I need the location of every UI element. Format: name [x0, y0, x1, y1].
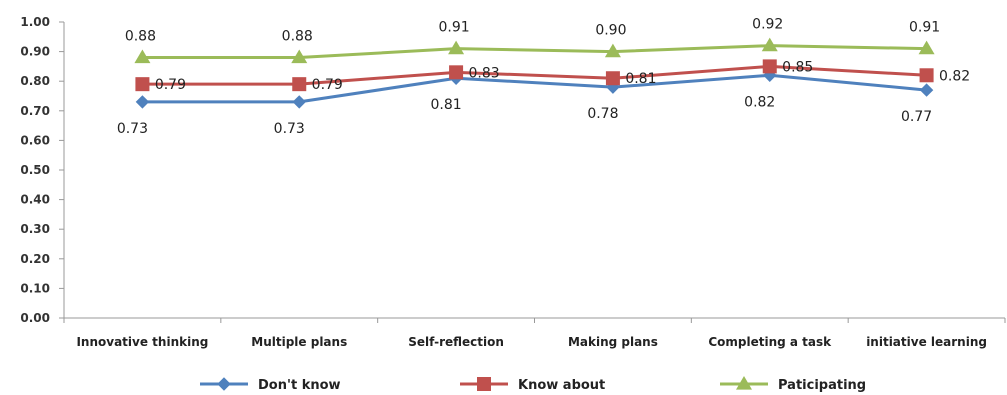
series-line-1 — [142, 64, 927, 86]
series-lines — [134, 37, 935, 109]
data-label: 0.92 — [752, 17, 783, 33]
data-label: 0.78 — [587, 106, 618, 122]
y-tick-label: 0.80 — [20, 74, 50, 88]
data-label: 0.90 — [595, 23, 626, 39]
y-tick-label: 0.40 — [20, 193, 50, 207]
y-tick-label: 0.70 — [20, 104, 50, 118]
data-labels: 0.73 0.73 0.81 0.78 0.82 0.77 0.79 0.79 0.83 0.81… — [117, 17, 970, 137]
y-tick-label: 0.60 — [20, 133, 50, 147]
data-label: 0.88 — [282, 29, 313, 45]
data-label: 0.73 — [274, 121, 305, 137]
legend-marker — [477, 377, 491, 391]
data-label: 0.85 — [782, 59, 813, 75]
data-label: 0.91 — [909, 20, 940, 36]
axes: 0.00 0.10 0.20 0.30 0.40 0.50 0.60 0.70 0.80 0.90… — [20, 15, 1006, 349]
data-point — [134, 49, 151, 64]
data-point — [135, 77, 150, 92]
data-label: 0.82 — [744, 94, 775, 110]
legend: Don't know Know about Paticipating — [200, 376, 866, 393]
data-point — [762, 59, 777, 74]
data-point — [919, 68, 934, 83]
x-tick-label: initiative learning — [866, 335, 987, 349]
data-label: 0.88 — [125, 29, 156, 45]
legend-label: Paticipating — [778, 378, 866, 393]
y-tick-label: 0.00 — [20, 311, 50, 325]
data-point — [291, 49, 308, 64]
data-point — [918, 40, 935, 55]
legend-label: Know about — [518, 378, 605, 393]
x-tick-label: Innovative thinking — [76, 335, 208, 349]
data-point — [605, 71, 620, 86]
data-point — [292, 77, 307, 92]
data-point — [449, 65, 464, 80]
y-tick-label: 0.50 — [20, 163, 50, 177]
x-tick-label: Completing a task — [708, 335, 832, 349]
y-tick-label: 0.10 — [20, 281, 50, 295]
y-tick-label: 0.30 — [20, 222, 50, 236]
data-label: 0.79 — [155, 77, 186, 93]
y-tick-label: 0.90 — [20, 45, 50, 59]
data-label: 0.81 — [625, 71, 656, 87]
series-line-2 — [142, 44, 927, 60]
data-point — [292, 95, 306, 109]
data-point — [761, 37, 778, 52]
y-tick-label: 1.00 — [20, 15, 50, 29]
data-label: 0.82 — [939, 68, 970, 84]
series-line-0 — [142, 73, 927, 104]
legend-label: Don't know — [258, 378, 341, 393]
legend-marker — [736, 376, 752, 390]
data-label: 0.91 — [438, 20, 469, 36]
x-tick-label: Multiple plans — [251, 335, 347, 349]
data-label: 0.83 — [468, 65, 499, 81]
data-label: 0.77 — [901, 109, 932, 125]
y-tick-label: 0.20 — [20, 252, 50, 266]
data-label: 0.81 — [430, 97, 461, 113]
data-point — [448, 40, 465, 55]
data-label: 0.79 — [312, 77, 343, 93]
data-point — [135, 95, 150, 109]
data-label: 0.73 — [117, 121, 148, 137]
x-tick-label: Making plans — [568, 335, 658, 349]
x-tick-label: Self-reflection — [408, 335, 504, 349]
legend-marker — [217, 377, 231, 391]
data-point — [604, 43, 621, 58]
data-point — [919, 83, 934, 97]
